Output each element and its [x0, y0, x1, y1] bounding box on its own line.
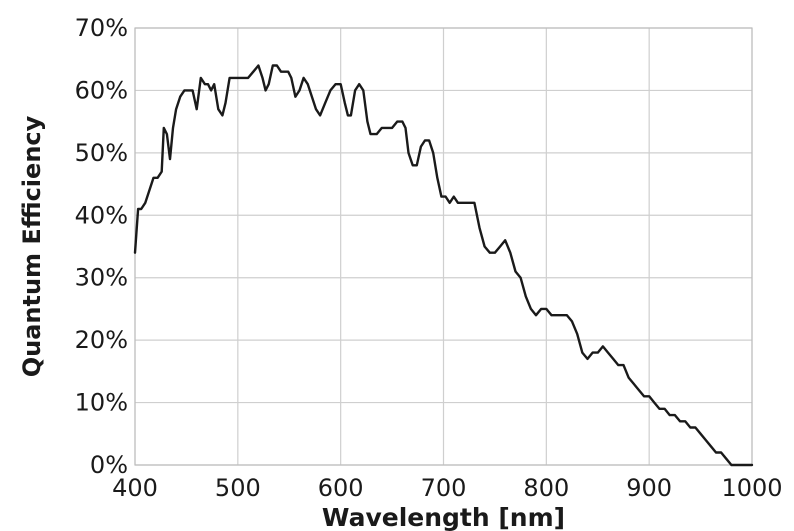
x-tick-label: 600 [318, 474, 364, 502]
y-tick-label: 10% [75, 389, 128, 417]
x-tick-label: 900 [626, 474, 672, 502]
y-tick-label: 70% [75, 14, 128, 42]
quantum-efficiency-line [133, 64, 754, 467]
x-tick-label: 400 [112, 474, 158, 502]
series-layer [133, 64, 754, 467]
x-tick-label: 500 [215, 474, 261, 502]
y-tick-label: 60% [75, 76, 128, 104]
y-tick-label: 20% [75, 326, 128, 354]
x-tick-label: 700 [421, 474, 467, 502]
y-tick-label: 50% [75, 139, 128, 167]
y-tick-label: 40% [75, 201, 128, 229]
x-axis-title: Wavelength [nm] [322, 503, 565, 531]
tick-labels: 400 500 600 700 800 900 1000 0% 10% 20% 30% 40% 50% 6… [75, 14, 783, 502]
y-tick-label: 30% [75, 264, 128, 292]
grid [134, 27, 753, 466]
y-axis-title: Quantum Efficiency [18, 115, 46, 377]
x-tick-label: 800 [523, 474, 569, 502]
x-tick-label: 1000 [721, 474, 782, 502]
y-tick-label: 0% [90, 451, 128, 479]
